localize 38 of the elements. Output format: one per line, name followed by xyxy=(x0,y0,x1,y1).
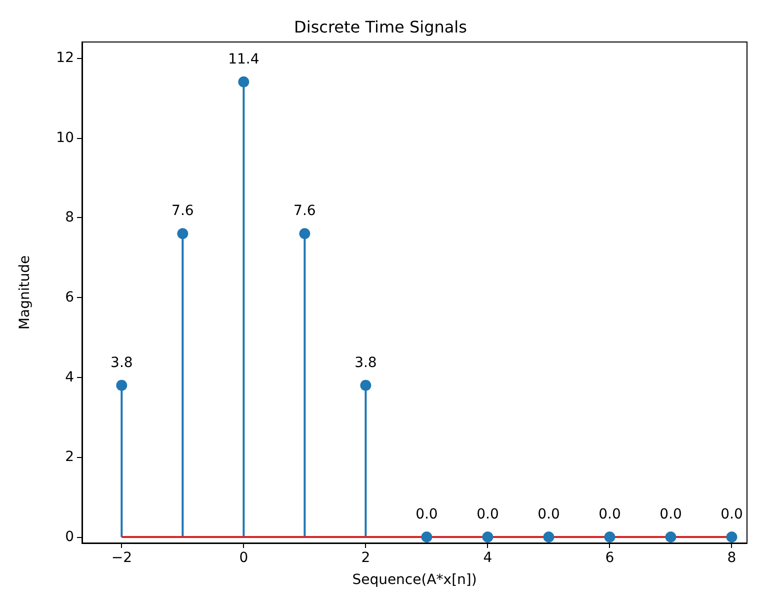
data-label: 0.0 xyxy=(660,506,682,523)
x-tick-label: 0 xyxy=(239,550,248,566)
point xyxy=(116,380,128,391)
point xyxy=(665,532,676,543)
point xyxy=(360,380,372,391)
y-tick-label: 6 xyxy=(65,289,74,306)
y-tick-label: 10 xyxy=(56,130,74,146)
point xyxy=(726,532,738,543)
data-label: 0.0 xyxy=(720,506,743,523)
x-tick-label: 4 xyxy=(483,550,492,566)
data-label: 7.6 xyxy=(294,203,316,220)
data-label: 0.0 xyxy=(416,506,438,523)
x-tick-label: −2 xyxy=(111,550,132,566)
data-label: 0.0 xyxy=(476,506,499,523)
data-label: 0.0 xyxy=(538,506,560,523)
y-tick-label: 8 xyxy=(65,210,74,226)
data-label: 0.0 xyxy=(598,506,621,523)
point xyxy=(177,228,188,240)
point xyxy=(604,532,616,543)
point xyxy=(299,228,310,240)
chart-title: Discrete Time Signals xyxy=(294,18,467,36)
y-tick-label: 2 xyxy=(65,449,74,466)
y-tick-label: 12 xyxy=(56,50,74,66)
x-tick-label: 6 xyxy=(605,550,614,566)
x-tick-label: 8 xyxy=(727,550,736,566)
data-label: 11.4 xyxy=(228,51,260,68)
x-axis-title: Sequence(A*x[n]) xyxy=(352,572,477,588)
data-label: 3.8 xyxy=(354,354,377,371)
point xyxy=(238,76,250,88)
point xyxy=(421,532,432,543)
data-label: 7.6 xyxy=(172,203,194,220)
data-label: 3.8 xyxy=(110,354,133,371)
y-tick-label: 0 xyxy=(65,529,74,546)
point xyxy=(482,532,494,543)
point xyxy=(543,532,554,543)
y-axis-title: Magnitude xyxy=(17,255,33,330)
x-tick-label: 2 xyxy=(361,550,370,566)
y-tick-label: 4 xyxy=(65,369,74,386)
